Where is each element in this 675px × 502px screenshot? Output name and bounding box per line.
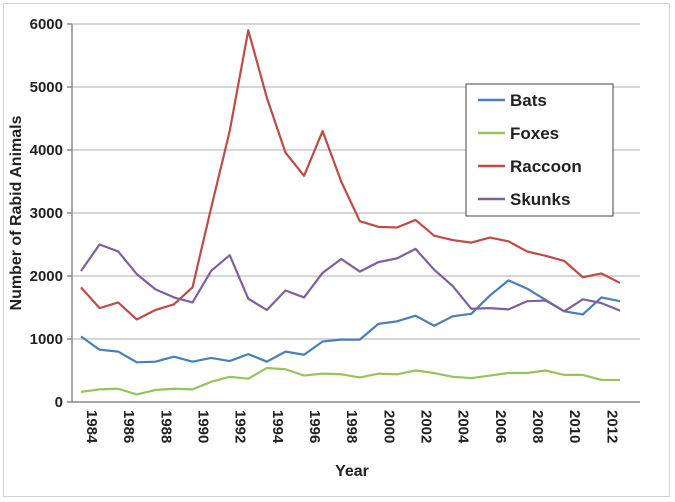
x-tick-label: 1998 bbox=[343, 410, 360, 443]
y-tick-label: 2000 bbox=[30, 268, 63, 285]
legend-label-skunks: Skunks bbox=[510, 190, 570, 209]
legend-label-raccoon: Raccoon bbox=[510, 157, 582, 176]
x-tick-label: 1984 bbox=[83, 410, 100, 444]
x-tick-label: 2004 bbox=[455, 410, 472, 444]
x-tick-label: 1988 bbox=[157, 410, 174, 443]
x-tick-label: 2012 bbox=[603, 410, 620, 443]
x-axis-label: Year bbox=[335, 463, 369, 480]
x-tick-label: 1986 bbox=[120, 410, 137, 443]
y-tick-label: 0 bbox=[55, 394, 63, 411]
y-tick-label: 1000 bbox=[30, 331, 63, 348]
series-line-raccoon bbox=[80, 29, 621, 321]
x-tick-label: 1992 bbox=[232, 410, 249, 443]
x-tick-label: 2002 bbox=[418, 410, 435, 443]
y-axis-label: Number of Rabid Animals bbox=[8, 115, 25, 310]
y-tick-label: 3000 bbox=[30, 205, 63, 222]
x-tick-label: 2006 bbox=[492, 410, 509, 443]
legend-label-foxes: Foxes bbox=[510, 124, 559, 143]
series-line-bats bbox=[80, 279, 621, 364]
x-tick-label: 1994 bbox=[269, 410, 286, 444]
y-tick-label: 5000 bbox=[30, 79, 63, 96]
x-tick-label: 1996 bbox=[306, 410, 323, 443]
x-tick-label: 2000 bbox=[380, 410, 397, 443]
series-line-foxes bbox=[80, 366, 620, 396]
legend: Bats Foxes Raccoon Skunks bbox=[465, 83, 614, 217]
series-line-skunks bbox=[80, 243, 621, 313]
x-tick-label: 1990 bbox=[195, 410, 212, 443]
x-tick-label: 2010 bbox=[566, 410, 583, 443]
legend-label-bats: Bats bbox=[510, 91, 547, 110]
y-tick-label: 6000 bbox=[30, 16, 63, 33]
y-tick-label: 4000 bbox=[30, 142, 63, 159]
chart-frame bbox=[3, 3, 670, 497]
x-tick-label: 2008 bbox=[529, 410, 546, 443]
